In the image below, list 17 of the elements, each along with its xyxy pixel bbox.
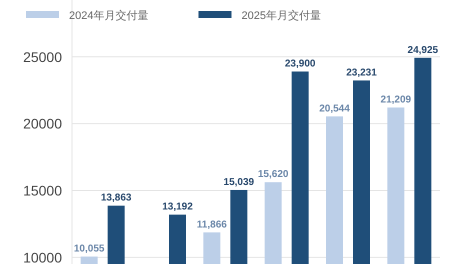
data-label: 13,192 <box>162 202 194 213</box>
data-label: 21,209 <box>380 94 412 106</box>
data-label: 11,866 <box>196 219 228 230</box>
data-label: 15,039 <box>224 176 255 188</box>
legend-label: 2025年月交付量 <box>241 9 321 22</box>
data-label: 23,900 <box>284 58 316 70</box>
data-label: 10,055 <box>74 244 105 255</box>
legend-label: 2024年月交付量 <box>69 9 148 22</box>
y-tick-label: 20000 <box>23 116 62 132</box>
data-label: 24,925 <box>408 44 439 56</box>
y-tick-label: 25000 <box>23 48 62 65</box>
data-label: 23,231 <box>346 67 378 78</box>
data-label: 20,544 <box>319 103 350 114</box>
y-tick-label: 10000 <box>23 249 62 264</box>
data-label: 13,863 <box>100 192 132 204</box>
y-tick-label: 15000 <box>23 182 62 198</box>
data-label: 15,620 <box>258 169 289 180</box>
